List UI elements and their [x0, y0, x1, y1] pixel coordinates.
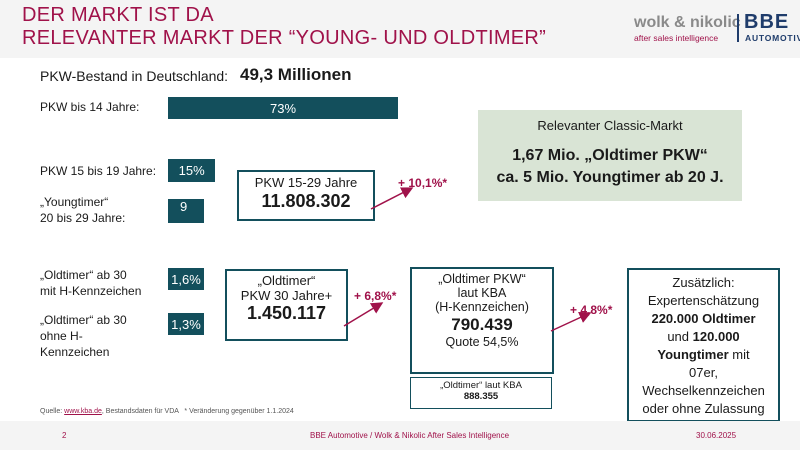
box-oldtimer-kba: „Oldtimer PKW“ laut KBA (H-Kennzeichen) …	[410, 267, 554, 374]
header-band	[0, 0, 800, 58]
slide-title-line2: RELEVANTER MARKT DER “YOUNG- UND OLDTIME…	[22, 27, 547, 49]
arrow-youngtimer	[370, 187, 414, 210]
arrow-oldtimer	[343, 302, 384, 327]
footer-page-number: 2	[62, 431, 67, 440]
bar-youngtimer: 9	[168, 199, 204, 223]
stock-value: 49,3 Millionen	[240, 65, 352, 84]
logo-divider	[737, 14, 739, 42]
label-pkw-bis-14: PKW bis 14 Jahre:	[40, 100, 140, 114]
footer-center: BBE Automotive / Wolk & Nikolic After Sa…	[310, 431, 510, 440]
logo-bbe: BBE	[744, 11, 790, 33]
box-oldtimer-kba-total: „Oldtimer“ laut KBA 888.355	[410, 377, 552, 409]
box-expert-estimate: Zusätzlich: Expertenschätzung 220.000 Ol…	[627, 268, 780, 422]
logo-automotive: AUTOMOTIVE	[745, 33, 800, 43]
bar-oldtimer-ohne-h: 1,3%	[168, 313, 204, 335]
footer-band	[0, 421, 800, 450]
source-note: Quelle: www.kba.de, Bestandsdaten für VD…	[40, 408, 294, 415]
arrow-kba	[550, 311, 592, 332]
change-youngtimer: + 10,1%*	[398, 176, 448, 190]
source-link[interactable]: www.kba.de	[64, 408, 102, 415]
bar-pkw-15-19: 15%	[168, 159, 216, 182]
bar-oldtimer-h: 1,6%	[168, 268, 204, 290]
logo-tagline: after sales intelligence	[634, 33, 719, 43]
box-pkw-15-29: PKW 15-29 Jahre 11.808.302	[237, 170, 375, 221]
box-oldtimer-30plus: „Oldtimer“ PKW 30 Jahre+ 1.450.117	[225, 269, 348, 341]
label-pkw-15-19: PKW 15 bis 19 Jahre:	[40, 164, 157, 178]
label-oldtimer-h: „Oldtimer“ ab 30 mit H-Kennzeichen	[40, 268, 142, 298]
label-youngtimer: „Youngtimer“ 20 bis 29 Jahre:	[40, 195, 126, 225]
logo-wolk-nikolic: wolk & nikolic	[634, 14, 741, 31]
change-oldtimer: + 6,8%*	[354, 289, 397, 303]
label-oldtimer-ohne-h: „Oldtimer“ ab 30 ohne H- Kennzeichen	[40, 313, 127, 359]
bar-pkw-bis-14: 73%	[168, 97, 398, 119]
stock-label: PKW-Bestand in Deutschland:	[40, 68, 229, 84]
slide-title-line1: DER MARKT IST DA	[22, 4, 214, 26]
footer-date: 30.06.2025	[696, 431, 737, 440]
classic-market-box: Relevanter Classic-Markt 1,67 Mio. „Oldt…	[478, 110, 742, 201]
